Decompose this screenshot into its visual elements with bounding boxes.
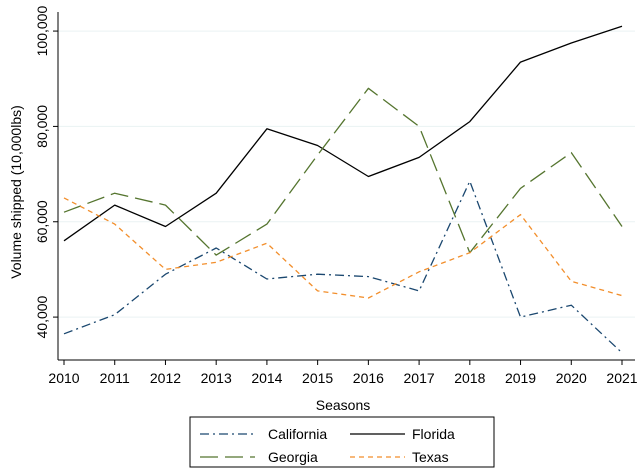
x-tick-label: 2011: [100, 370, 130, 386]
grid-lines: [58, 30, 635, 318]
series-line-texas: [63, 197, 623, 299]
legend: California Florida Georgia Texas: [189, 416, 495, 468]
legend-label-florida: Florida: [412, 426, 455, 442]
legend-label-georgia: Georgia: [268, 449, 318, 465]
tick-labels: 40,000 60,000 80,000 100,000 2010 2011 2012 201…: [34, 6, 638, 386]
series-line-florida: [63, 25, 623, 242]
legend-box: [189, 416, 495, 468]
legend-label-texas: Texas: [412, 449, 449, 465]
y-axis-title: Volume shipped (10,000lbs): [8, 105, 24, 279]
series-line-california: [63, 180, 623, 354]
x-tick-label: 2017: [404, 370, 435, 386]
x-tick-label: 2014: [251, 370, 282, 386]
y-tick-label: 100,000: [34, 6, 50, 57]
legend-label-california: California: [268, 426, 327, 442]
x-tick-label: 2020: [556, 370, 587, 386]
x-tick-label: 2021: [606, 370, 637, 386]
x-tick-label: 2010: [48, 370, 79, 386]
series-line-georgia: [63, 87, 623, 256]
x-tick-label: 2012: [150, 370, 181, 386]
x-tick-label: 2018: [454, 370, 485, 386]
x-tick-label: 2019: [505, 370, 536, 386]
x-tick-label: 2015: [302, 370, 333, 386]
y-tick-label: 60,000: [34, 200, 50, 243]
x-tick-label: 2016: [353, 370, 384, 386]
x-axis-title: Seasons: [316, 397, 370, 413]
x-tick-label: 2013: [201, 370, 232, 386]
y-tick-label: 80,000: [34, 105, 50, 148]
series-lines: [63, 25, 623, 354]
axes: [53, 12, 635, 365]
y-tick-label: 40,000: [34, 295, 50, 338]
